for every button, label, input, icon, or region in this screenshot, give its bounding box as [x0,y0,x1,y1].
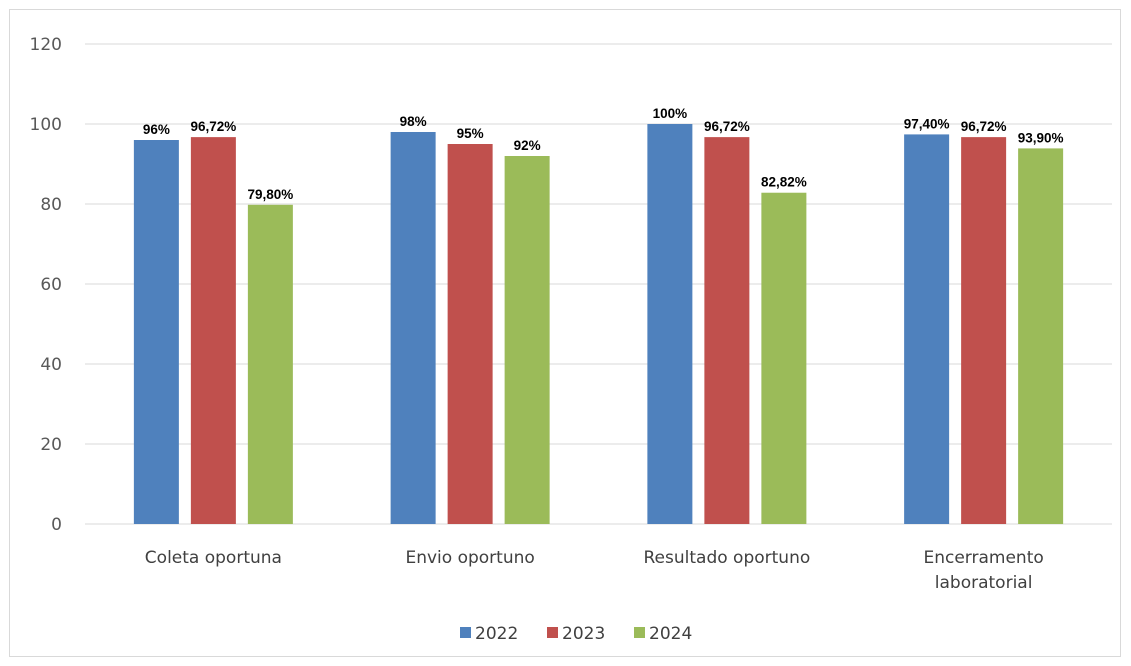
bar [247,204,293,525]
bar [504,156,550,524]
data-label: 82,82% [761,175,807,190]
bar [190,137,236,524]
bar [761,192,807,524]
bar [447,144,493,524]
y-axis-ticks: 0 20 40 60 80 100 120 [30,35,62,535]
y-tick-label: 120 [30,35,62,55]
y-tick-label: 60 [40,275,62,295]
legend-swatch [634,627,645,638]
bars [133,124,1064,525]
y-tick-label: 40 [40,355,62,375]
legend-label: 2022 [475,624,518,644]
legend-label: 2024 [649,624,692,644]
x-category-label: Envio oportuno [405,548,534,568]
data-label: 96,72% [961,119,1007,134]
data-label: 96,72% [704,119,750,134]
bar [390,132,436,524]
legend-swatch [460,627,471,638]
x-category-label: Encerramento [923,548,1043,568]
x-category-label: laboratorial [935,573,1033,593]
x-category-label: Coleta oportuna [145,548,282,568]
x-axis-categories: Coleta oportuna Envio oportuno Resultado o… [145,548,1044,593]
y-tick-label: 0 [51,515,62,535]
y-tick-label: 100 [30,115,62,135]
data-label: 92% [514,138,541,153]
data-label: 79,80% [247,187,293,202]
gridlines [85,43,1112,525]
data-label: 93,90% [1018,130,1064,145]
data-label: 98% [400,114,427,129]
data-label: 100% [653,106,688,121]
bar [1018,148,1064,524]
legend-swatch [547,627,558,638]
x-category-label: Resultado oportuno [644,548,811,568]
bar [704,137,750,524]
bar [904,134,950,524]
y-tick-label: 20 [40,435,62,455]
data-label: 95% [457,126,484,141]
y-tick-label: 80 [40,195,62,215]
legend: 2022 2023 2024 [460,624,692,644]
bar [647,124,693,524]
bar [961,137,1007,524]
data-label: 96% [143,122,170,137]
data-label: 97,40% [904,116,950,131]
legend-label: 2023 [562,624,605,644]
data-label: 96,72% [190,119,236,134]
bar [133,140,179,524]
data-labels: 96% 96,72% 79,80% 98% 95% 92% 100% 96,72% 82,82%… [143,106,1064,202]
